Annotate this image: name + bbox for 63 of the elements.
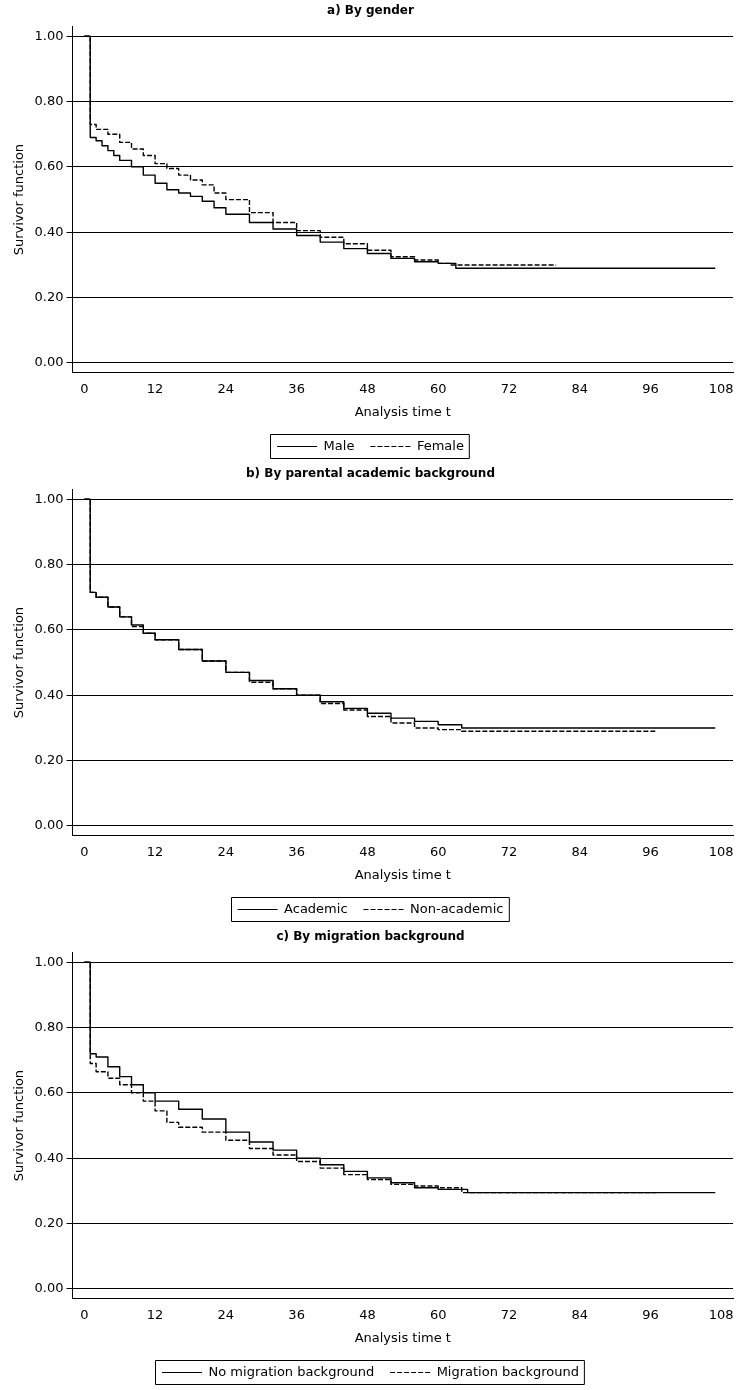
y-tick-label: 0.40: [34, 223, 64, 239]
y-tick-label: 0.80: [34, 555, 64, 571]
x-axis-title: Analysis time t: [354, 1329, 451, 1345]
x-tick-label: 0: [80, 380, 89, 396]
x-tick-label: 12: [146, 1306, 164, 1322]
x-tick-label: 72: [500, 843, 518, 859]
legend-label: No migration background: [208, 1363, 375, 1379]
x-tick-label: 60: [429, 843, 447, 859]
y-tick-label: 0.00: [34, 354, 64, 370]
x-tick-label: 24: [217, 380, 235, 396]
x-tick-label: 36: [288, 843, 305, 859]
x-tick-label: 96: [642, 1306, 659, 1322]
x-tick-label: 0: [80, 1306, 89, 1322]
y-tick-label: 0.20: [34, 752, 64, 768]
x-axis-title: Analysis time t: [354, 866, 451, 882]
y-tick-label: 0.00: [34, 1280, 64, 1296]
y-tick-label: 0.60: [34, 1084, 64, 1100]
x-tick-label: 108: [708, 843, 734, 859]
x-tick-label: 12: [146, 380, 164, 396]
x-tick-label: 72: [500, 380, 518, 396]
x-tick-label: 12: [146, 843, 164, 859]
legend-label: Non-academic: [410, 900, 504, 916]
y-axis-title: Survivor function: [11, 143, 27, 256]
y-tick-label: 1.00: [34, 27, 64, 43]
y-tick-label: 1.00: [34, 953, 64, 969]
x-tick-label: 24: [217, 1306, 235, 1322]
legend-label: Female: [416, 437, 464, 453]
y-tick-label: 0.20: [34, 1215, 64, 1231]
y-tick-label: 0.00: [34, 817, 64, 833]
y-tick-label: 0.20: [34, 289, 64, 305]
y-tick-label: 0.60: [34, 621, 64, 637]
x-tick-label: 48: [359, 380, 376, 396]
x-tick-label: 72: [500, 1306, 518, 1322]
y-tick-label: 0.80: [34, 92, 64, 108]
x-tick-label: 84: [571, 380, 588, 396]
x-tick-label: 108: [708, 1306, 734, 1322]
x-tick-label: 84: [571, 843, 588, 859]
legend-label: Academic: [284, 900, 348, 916]
y-tick-label: 0.40: [34, 1149, 64, 1165]
chart-title: a) By gender: [327, 3, 414, 18]
x-tick-label: 48: [359, 1306, 376, 1322]
x-tick-label: 0: [80, 843, 89, 859]
chart-title: c) By migration background: [276, 929, 465, 944]
x-tick-label: 60: [429, 1306, 447, 1322]
y-tick-label: 1.00: [34, 490, 64, 506]
y-tick-label: 0.80: [34, 1018, 64, 1034]
x-tick-label: 96: [642, 843, 659, 859]
y-axis-title: Survivor function: [11, 606, 27, 719]
x-tick-label: 36: [288, 380, 305, 396]
x-tick-label: 48: [359, 843, 376, 859]
y-tick-label: 0.60: [34, 158, 64, 174]
x-tick-label: 84: [571, 1306, 588, 1322]
chart-title: b) By parental academic background: [246, 466, 495, 481]
legend-label: Migration background: [436, 1363, 579, 1379]
x-tick-label: 24: [217, 843, 235, 859]
legend-label: Male: [323, 437, 355, 453]
y-tick-label: 0.40: [34, 686, 64, 702]
x-tick-label: 96: [642, 380, 659, 396]
y-axis-title: Survivor function: [11, 1069, 27, 1182]
x-tick-label: 36: [288, 1306, 305, 1322]
x-axis-title: Analysis time t: [354, 403, 451, 419]
x-tick-label: 60: [429, 380, 447, 396]
x-tick-label: 108: [708, 380, 734, 396]
